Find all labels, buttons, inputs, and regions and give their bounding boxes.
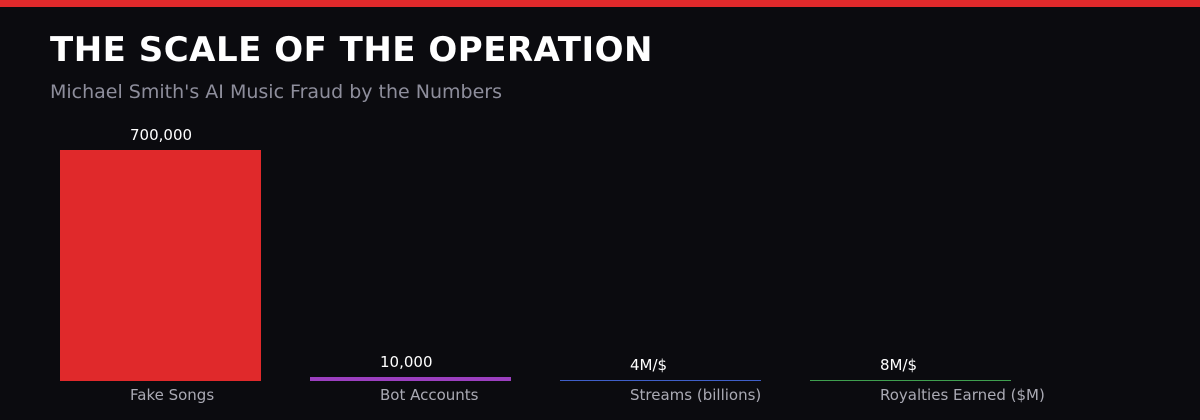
bar-value-label: 8M/$ bbox=[880, 356, 918, 374]
top-accent-bar bbox=[0, 0, 1200, 7]
category-label: Fake Songs bbox=[130, 386, 215, 404]
bar-value-label: 700,000 bbox=[130, 126, 193, 144]
category-label: Royalties Earned ($M) bbox=[880, 386, 1045, 404]
bar-streams bbox=[560, 380, 761, 381]
category-label: Bot Accounts bbox=[380, 386, 479, 404]
page-title: THE SCALE OF THE OPERATION bbox=[50, 30, 653, 70]
bar-value-label: 10,000 bbox=[380, 353, 433, 371]
bar-bot-accounts bbox=[310, 377, 511, 381]
category-label: Streams (billions) bbox=[630, 386, 762, 404]
bar-royalties bbox=[810, 380, 1011, 381]
bar-fake-songs bbox=[60, 150, 261, 381]
page-subtitle: Michael Smith's AI Music Fraud by the Nu… bbox=[50, 81, 502, 103]
bar-value-label: 4M/$ bbox=[630, 356, 668, 374]
